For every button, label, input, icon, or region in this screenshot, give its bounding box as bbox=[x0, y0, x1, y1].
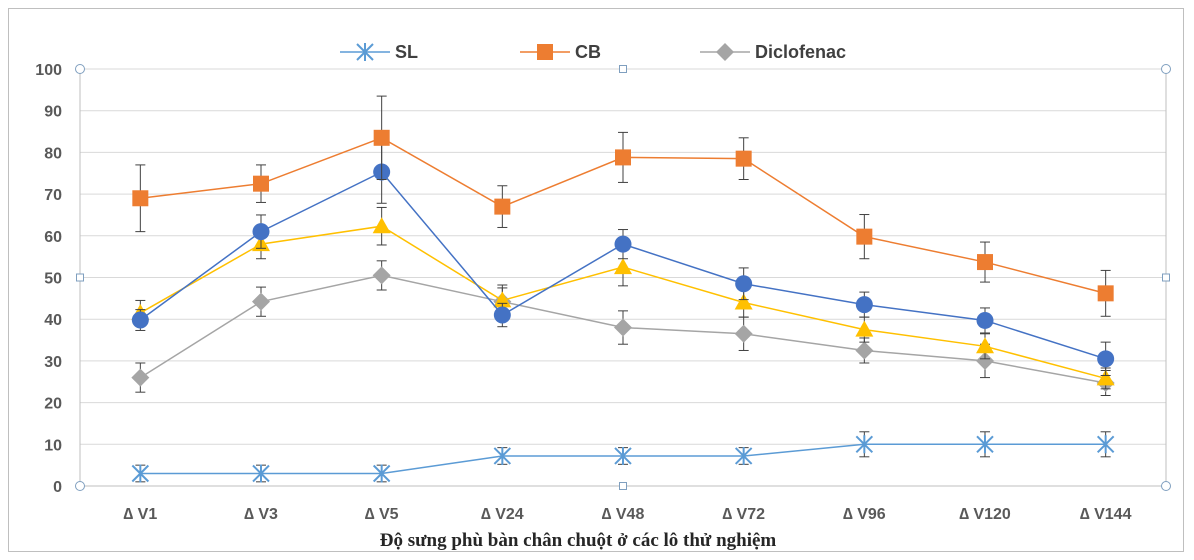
y-tick-label: 10 bbox=[44, 437, 62, 454]
chart-frame bbox=[8, 8, 1184, 552]
data-point bbox=[372, 266, 391, 285]
x-tick-label: ∆ V48 bbox=[602, 506, 645, 523]
legend-marker bbox=[537, 44, 553, 60]
data-point bbox=[734, 293, 753, 310]
x-tick-label: ∆ V1 bbox=[123, 506, 157, 523]
selection-handle bbox=[1161, 64, 1171, 74]
legend-marker bbox=[716, 43, 734, 61]
data-point bbox=[1096, 435, 1115, 454]
data-point bbox=[855, 341, 874, 360]
data-point bbox=[976, 337, 994, 354]
legend-label: CB bbox=[575, 42, 601, 62]
x-tick-label: ∆ V3 bbox=[244, 506, 278, 523]
data-point bbox=[614, 318, 632, 337]
series-cb bbox=[132, 95, 1114, 317]
series-circle bbox=[131, 140, 1115, 376]
data-point bbox=[735, 275, 753, 293]
y-tick-label: 90 bbox=[44, 104, 62, 121]
legend-label: Diclofenac bbox=[755, 42, 846, 62]
series-sl bbox=[131, 431, 1115, 483]
selection-handle bbox=[619, 482, 627, 490]
legend-label: SL bbox=[395, 42, 418, 62]
data-point bbox=[131, 368, 150, 387]
data-point bbox=[1096, 369, 1115, 386]
x-tick-label: ∆ V5 bbox=[365, 506, 399, 523]
x-axis-title: Độ sưng phù bàn chân chuột ở các lô thử … bbox=[380, 530, 777, 551]
data-point bbox=[855, 296, 873, 314]
data-point bbox=[1097, 350, 1115, 368]
data-point bbox=[1097, 285, 1114, 302]
data-point bbox=[493, 306, 511, 324]
x-tick-label: ∆ V24 bbox=[481, 506, 524, 523]
data-point bbox=[132, 190, 149, 207]
series-diclofenac bbox=[131, 260, 1115, 397]
x-tick-label: ∆ V96 bbox=[843, 506, 886, 523]
data-point bbox=[735, 150, 752, 167]
y-tick-label: 20 bbox=[44, 396, 62, 413]
legend-marker bbox=[356, 43, 374, 61]
legend-item-cb: CB bbox=[520, 42, 601, 62]
data-point bbox=[976, 351, 994, 370]
data-point bbox=[373, 129, 390, 146]
selection-handle bbox=[1161, 481, 1171, 491]
y-tick-label: 0 bbox=[53, 479, 62, 496]
data-point bbox=[855, 435, 874, 454]
data-point bbox=[252, 464, 270, 483]
selection-handle bbox=[75, 481, 85, 491]
y-tick-label: 100 bbox=[35, 62, 62, 79]
data-point bbox=[493, 446, 512, 465]
y-tick-label: 50 bbox=[44, 271, 62, 288]
data-point bbox=[253, 175, 269, 192]
selection-handle bbox=[76, 273, 84, 282]
x-tick-label: ∆ V144 bbox=[1080, 506, 1132, 523]
data-point bbox=[734, 324, 753, 343]
data-point bbox=[976, 311, 994, 329]
data-point bbox=[614, 258, 632, 275]
data-point bbox=[614, 235, 632, 253]
data-point bbox=[131, 311, 149, 329]
data-point bbox=[131, 464, 150, 483]
data-point bbox=[252, 292, 270, 311]
data-point bbox=[494, 198, 511, 215]
data-point bbox=[614, 446, 632, 465]
data-point bbox=[252, 223, 270, 241]
selection-handle bbox=[1162, 273, 1170, 282]
legend-item-diclofenac: Diclofenac bbox=[700, 42, 846, 62]
x-tick-label: ∆ V120 bbox=[959, 506, 1011, 523]
y-tick-label: 40 bbox=[44, 312, 62, 329]
x-tick-label: ∆ V72 bbox=[722, 506, 765, 523]
selection-handle bbox=[619, 65, 627, 73]
y-tick-label: 30 bbox=[44, 354, 62, 371]
data-point bbox=[372, 217, 391, 234]
selection-handle bbox=[75, 64, 85, 74]
data-point bbox=[977, 254, 993, 271]
data-point bbox=[855, 320, 874, 337]
data-point bbox=[734, 446, 753, 465]
data-point bbox=[372, 464, 391, 483]
y-tick-label: 60 bbox=[44, 229, 62, 246]
data-point bbox=[615, 149, 631, 166]
data-point bbox=[976, 435, 994, 454]
y-tick-label: 80 bbox=[44, 145, 62, 162]
legend-item-sl: SL bbox=[340, 42, 418, 62]
data-point bbox=[856, 228, 873, 245]
y-tick-label: 70 bbox=[44, 187, 62, 204]
